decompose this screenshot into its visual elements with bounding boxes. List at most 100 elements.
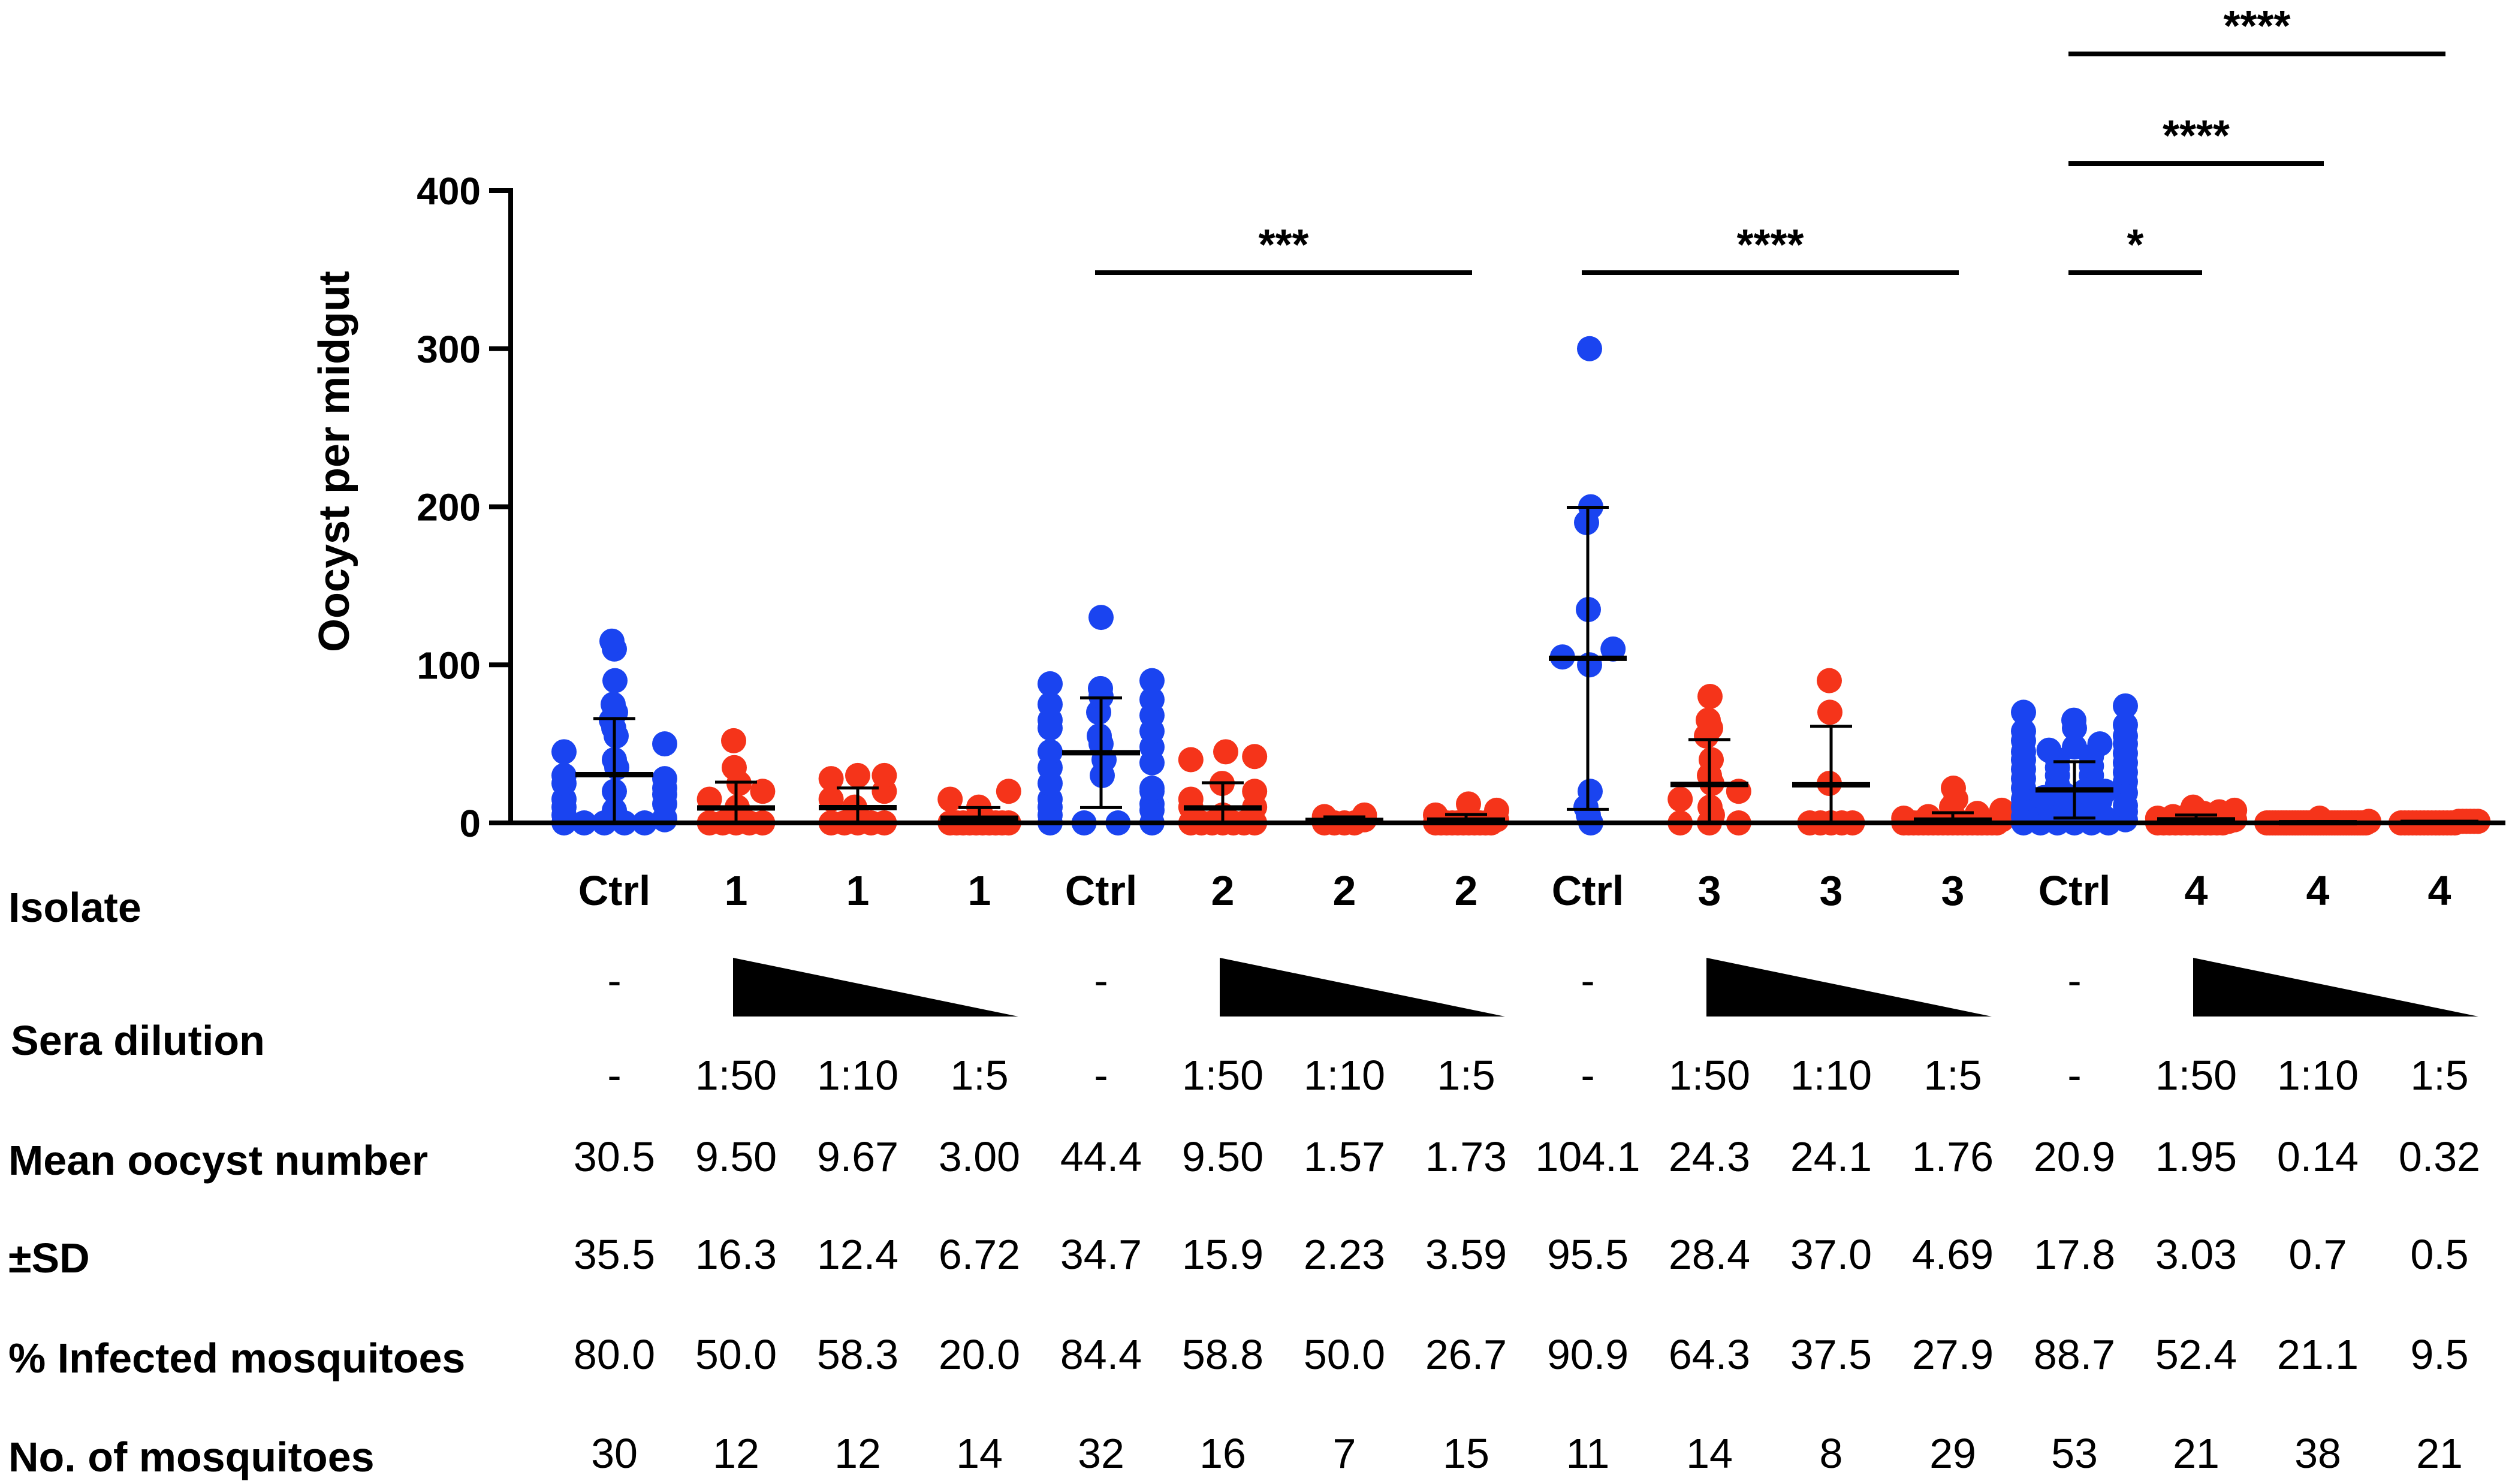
data-point: [1087, 723, 1112, 749]
table-cell: 38: [2294, 1430, 2341, 1477]
data-point: [1038, 739, 1063, 765]
table-cell: 6.72: [939, 1231, 1020, 1278]
table-cell: 9.50: [695, 1133, 777, 1180]
data-point: [2181, 794, 2206, 820]
significance-stars: ****: [2163, 112, 2230, 160]
dilution-value: -: [607, 1052, 621, 1099]
data-point: [2036, 737, 2062, 763]
control-dash-top: -: [1094, 957, 1108, 1004]
dilution-gradient-triangle: [733, 958, 1018, 1017]
data-point: [1696, 707, 1721, 733]
table-row-label: % Infected mosquitoes: [8, 1335, 465, 1382]
category-label: 3: [1941, 867, 1965, 914]
table-cell: 1.95: [2155, 1133, 2237, 1180]
dilution-value: 1:50: [2155, 1052, 2237, 1099]
table-cell: 16: [1199, 1430, 1246, 1477]
table-cell: 17.8: [2034, 1231, 2115, 1278]
data-point: [2113, 693, 2138, 719]
category-label: 1: [968, 867, 991, 914]
table-cell: 3.59: [1425, 1231, 1507, 1278]
category-label: 1: [725, 867, 748, 914]
category-label: 3: [1820, 867, 1843, 914]
table-cell: 24.3: [1669, 1133, 1750, 1180]
data-point: [602, 668, 628, 693]
dilution-value: 1:50: [1182, 1052, 1263, 1099]
table-cell: 24.1: [1790, 1133, 1872, 1180]
data-point: [601, 692, 626, 717]
data-point: [1577, 336, 1602, 361]
table-cell: 14: [956, 1430, 1003, 1477]
table-cell: 84.4: [1060, 1331, 1142, 1378]
table-cell: 34.7: [1060, 1231, 1142, 1278]
table-cell: 50.0: [1304, 1331, 1385, 1378]
y-tick-label: 200: [417, 486, 481, 529]
data-points: [551, 336, 2491, 835]
table-cell: 32: [1078, 1430, 1124, 1477]
significance-stars: ***: [1258, 221, 1308, 269]
table-cell: 1.57: [1304, 1133, 1385, 1180]
table-cell: 21: [2173, 1430, 2220, 1477]
dilution-value: 1:5: [1923, 1052, 1982, 1099]
table-cell: 90.9: [1547, 1331, 1629, 1378]
data-point: [1456, 791, 1481, 817]
y-axis-label: Oocyst per midgut: [310, 271, 358, 652]
data-point: [750, 779, 776, 804]
table-cell: 53: [2051, 1430, 2098, 1477]
table-cell: 20.9: [2034, 1133, 2115, 1180]
data-point: [2011, 699, 2036, 725]
table-cell: 15: [1443, 1430, 1489, 1477]
data-point: [2011, 719, 2036, 744]
table-cell: 35.5: [574, 1231, 655, 1278]
data-point: [1817, 668, 1842, 693]
sera-dilution-row-label: Sera dilution: [11, 1017, 265, 1064]
table-cell: 0.7: [2288, 1231, 2347, 1278]
category-label: 4: [2428, 867, 2451, 914]
data-point: [1989, 797, 2015, 823]
table-cell: 30: [591, 1430, 638, 1477]
table-cell: 9.5: [2410, 1331, 2468, 1378]
table-cell: 1.73: [1425, 1133, 1507, 1180]
data-point: [2222, 797, 2248, 823]
dilution-gradient-triangle: [1706, 958, 1992, 1017]
dilution-value: -: [2067, 1052, 2081, 1099]
dilution-value: -: [1581, 1052, 1594, 1099]
table-cell: 4.69: [1912, 1231, 1994, 1278]
significance-stars: *: [2127, 221, 2143, 269]
table-cell: 64.3: [1669, 1331, 1750, 1378]
data-point: [1697, 684, 1723, 709]
y-tick-label: 400: [417, 170, 481, 213]
data-point: [1139, 775, 1165, 801]
dilution-gradient-triangle: [2193, 958, 2478, 1017]
data-point: [1213, 739, 1238, 765]
table-cell: 0.32: [2399, 1133, 2480, 1180]
control-dash-top: -: [1581, 957, 1594, 1004]
dilution-value: 1:5: [950, 1052, 1008, 1099]
data-point: [1139, 668, 1165, 693]
data-point: [722, 755, 747, 780]
dilution-value: 1:10: [817, 1052, 898, 1099]
data-point: [2307, 806, 2332, 831]
data-point: [1038, 671, 1063, 696]
category-label: Ctrl: [1065, 867, 1138, 914]
sera-dilution-row: - - 1:50 1:10 1:5 - - 1:50 1:10 1:5 - - 1:50 1:10 1:5 -…: [607, 957, 2478, 1099]
table-cell: 52.4: [2155, 1331, 2237, 1378]
data-point: [2061, 707, 2086, 733]
category-label: 1: [846, 867, 870, 914]
table-row-label: Mean oocyst number: [8, 1137, 428, 1184]
data-point: [1088, 605, 1114, 631]
table-row-label: No. of mosquitoes: [8, 1434, 375, 1480]
table-cell: 21.1: [2277, 1331, 2359, 1378]
category-label: Ctrl: [578, 867, 651, 914]
table-cell: 12: [834, 1430, 881, 1477]
category-label: Ctrl: [1552, 867, 1624, 914]
dilution-value: 1:50: [695, 1052, 777, 1099]
table-cell: 8: [1820, 1430, 1843, 1477]
table-cell: 21: [2416, 1430, 2463, 1477]
isolate-row-label: Isolate: [8, 884, 141, 931]
data-point: [1242, 744, 1268, 770]
data-point: [1242, 779, 1268, 804]
category-label: 2: [1333, 867, 1356, 914]
dilution-value: 1:10: [1304, 1052, 1385, 1099]
data-point: [996, 779, 1021, 804]
